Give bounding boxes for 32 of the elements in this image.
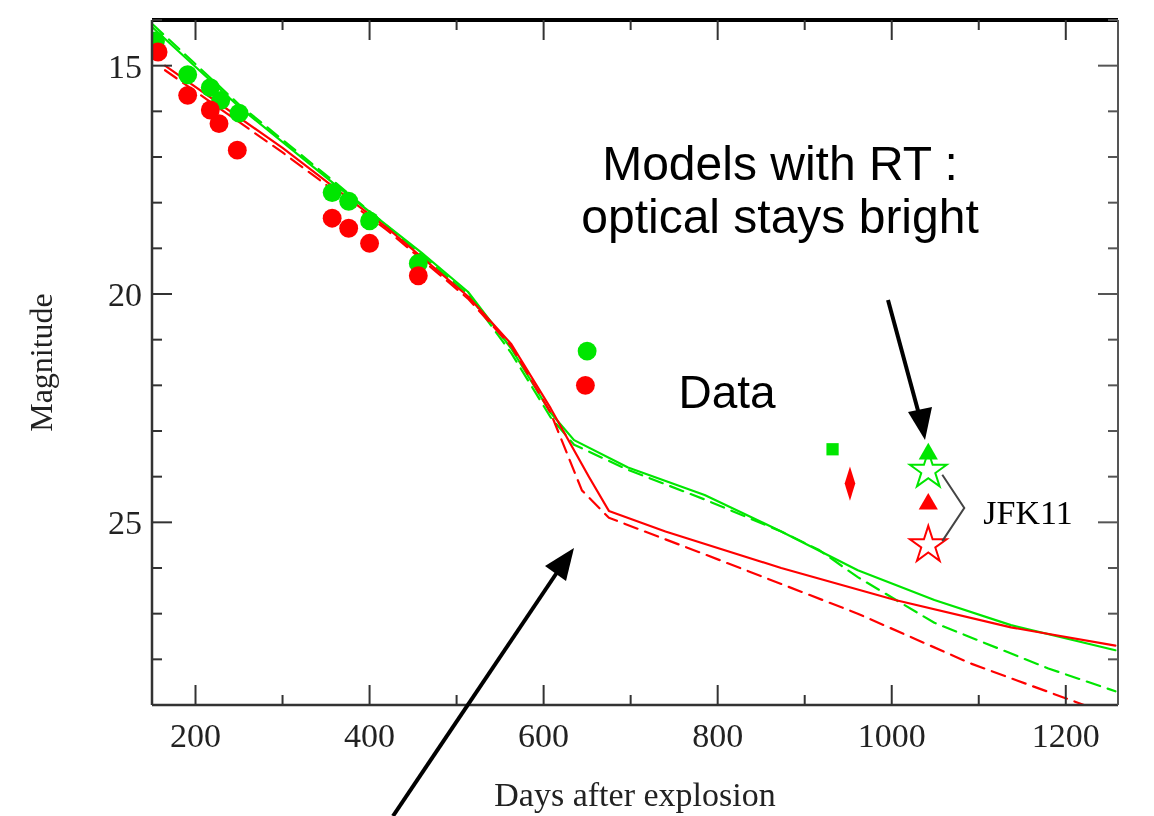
point [200,100,220,120]
point [229,103,249,123]
point [227,140,247,160]
x-tick-label: 400 [344,717,396,754]
point [209,114,229,134]
y-tick-label: 25 [108,504,142,542]
x-tick-label: 800 [692,717,744,754]
y-tick-label: 20 [108,275,142,313]
point [826,443,839,456]
point [178,85,198,105]
point [339,218,359,238]
annotation: JFK11 [983,493,1073,531]
point [907,522,950,564]
point [339,191,359,211]
x-tick-label: 1200 [1031,717,1100,754]
annotation: Data [678,366,776,419]
x-tick-label: 600 [518,717,570,754]
annotation: Models with RT : optical stays bright [581,137,979,244]
point [360,211,380,231]
point [200,78,220,98]
y-tick-label: 15 [108,47,142,85]
point [322,183,342,203]
point [322,208,342,228]
x-tick-label: 1000 [857,717,926,754]
y-axis-title: Magnitude [23,293,59,432]
point [408,266,428,286]
point [178,65,198,85]
x-axis-title: Days after explosion [494,776,776,813]
point [360,233,380,253]
x-tick-label: 200 [170,717,222,754]
point [575,375,595,395]
point [577,341,597,361]
